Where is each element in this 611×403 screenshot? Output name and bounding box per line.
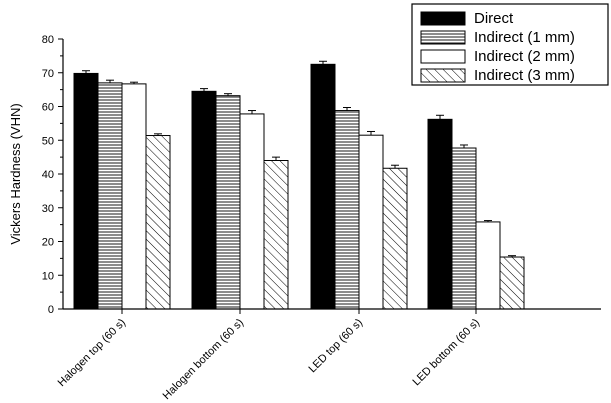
y-axis-title: Vickers Hardness (VHN) [8,103,23,244]
bar [121,83,147,310]
legend-label: Indirect (3 mm) [474,67,575,84]
y-tick-label: 70 [42,68,54,80]
y-tick-label: 20 [42,237,54,249]
bar [97,82,123,310]
x-tick-label: Halogen bottom (60 s) [161,317,246,402]
y-tick-label: 40 [42,169,54,181]
y-tick-label: 30 [42,203,54,215]
x-tick-label: Halogen top (60 s) [56,317,128,389]
x-tick-label: LED top (60 s) [306,317,365,376]
bar [239,113,265,310]
bar [499,256,525,310]
bar [358,134,384,310]
legend-swatch [420,11,466,26]
legend-label: Indirect (2 mm) [474,48,575,65]
legend-swatch [420,68,466,83]
bar [451,147,477,310]
bar [215,95,241,310]
y-tick-label: 60 [42,102,54,114]
legend: Direct Indirect (1 mm) Indirect (2 mm) Indi… [411,3,609,86]
y-tick-label: 80 [42,34,54,46]
bar [263,160,289,310]
bar [382,167,408,310]
y-tick-label: 10 [42,270,54,282]
bar [475,221,501,310]
bar [73,72,99,310]
bar [334,110,360,310]
bar [427,118,453,310]
y-tick-label: 50 [42,135,54,147]
y-tick-label: 0 [48,304,54,316]
legend-swatch [420,30,466,45]
bar [310,63,336,310]
bar [145,135,171,310]
plot-area [73,60,525,310]
x-tick-label: LED bottom (60 s) [411,317,483,389]
bar [191,90,217,310]
legend-label: Indirect (1 mm) [474,29,575,46]
legend-swatch [420,49,466,64]
legend-label: Direct [474,10,514,27]
